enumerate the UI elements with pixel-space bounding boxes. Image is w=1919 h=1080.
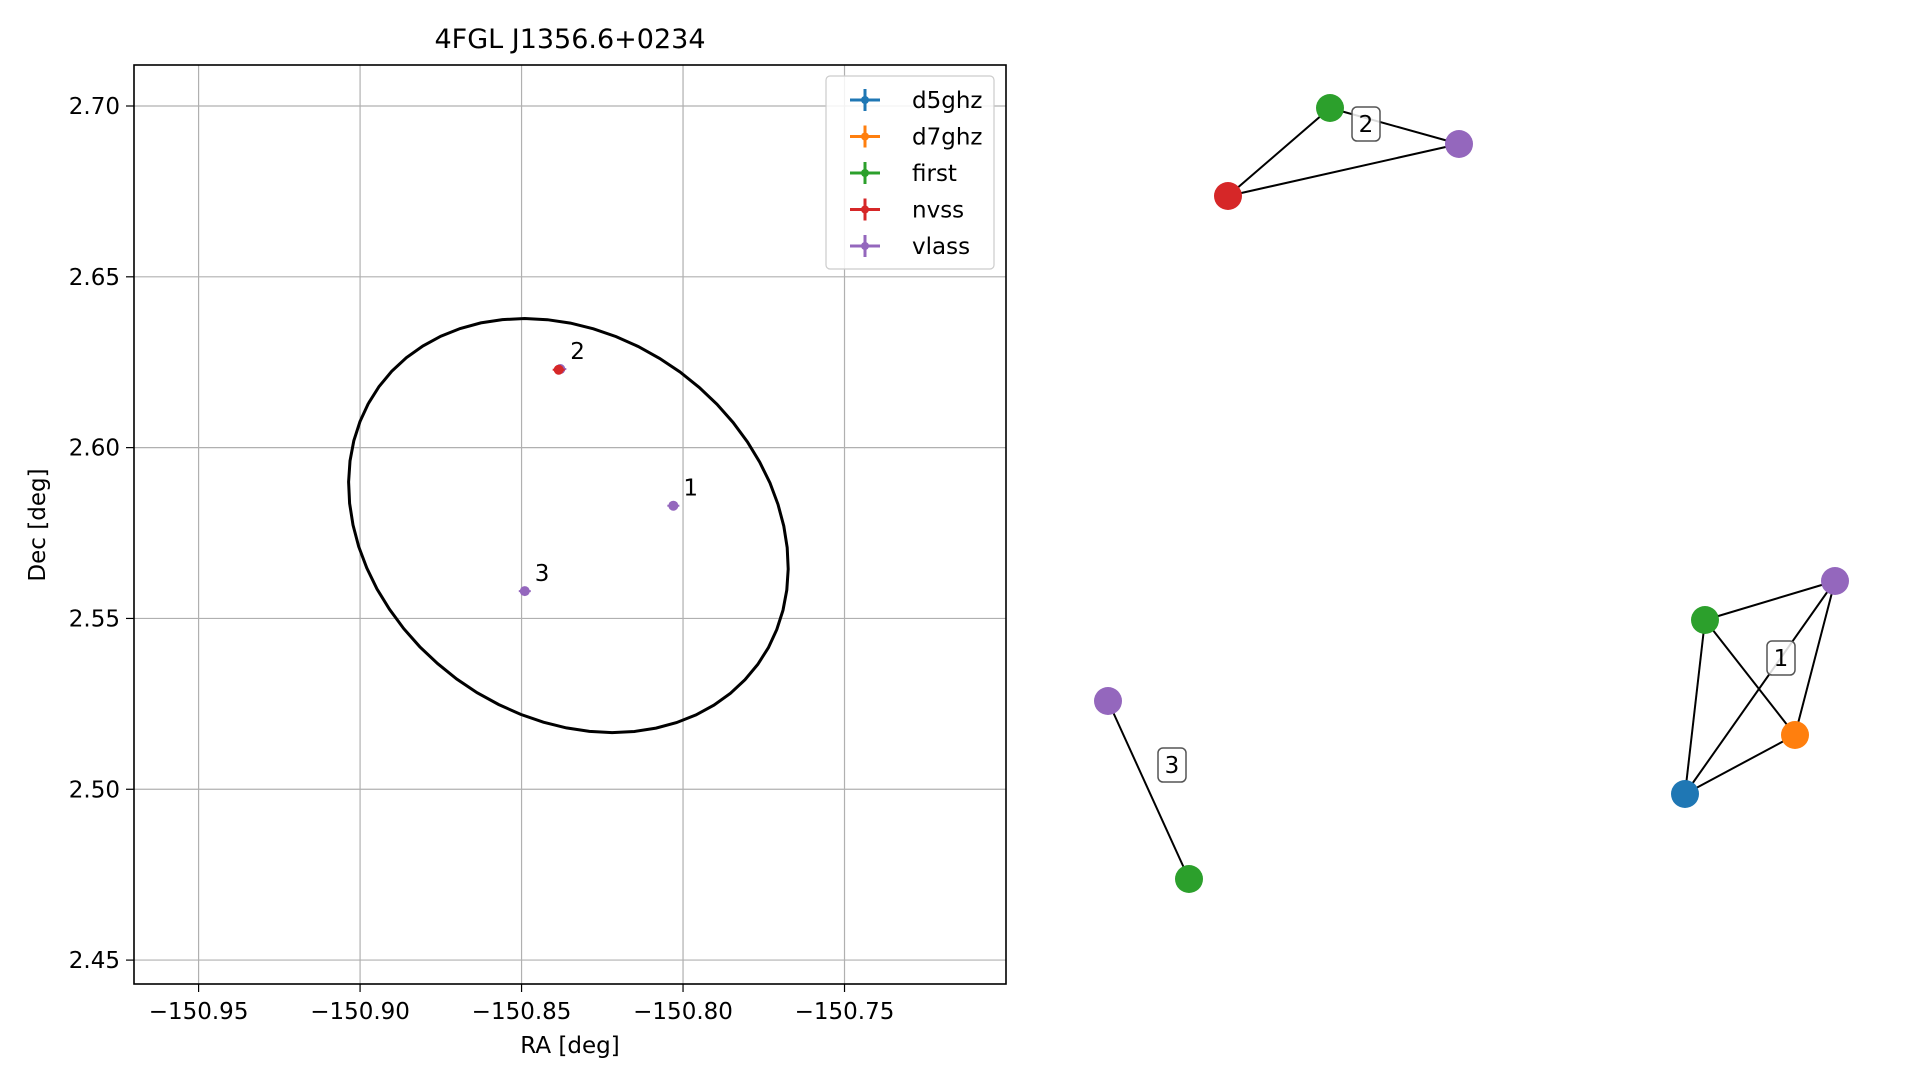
y-tick-label: 2.55 [69, 606, 120, 632]
y-tick-label: 2.50 [69, 777, 120, 803]
source-label: 2 [570, 339, 585, 365]
group-label-box [1766, 640, 1796, 676]
x-tick-label: −150.90 [310, 999, 410, 1025]
network-edge [1107, 700, 1190, 880]
source-point [668, 500, 679, 511]
y-tick-label: 2.65 [69, 265, 120, 291]
network-node [1821, 567, 1849, 595]
network-group-labels: 2 1 3 [1157, 106, 1796, 783]
network-edge [1704, 580, 1836, 621]
chart-title: 4FGL J1356.6+0234 [434, 24, 705, 55]
network-edges [1107, 107, 1836, 880]
x-tick-label: −150.85 [472, 999, 572, 1025]
plot-frame [133, 64, 1007, 985]
network-edge [1704, 619, 1796, 736]
source-point [553, 364, 564, 375]
y-tick-label: 2.70 [69, 94, 120, 120]
network-node [1445, 130, 1473, 158]
network-edge [1684, 619, 1706, 795]
x-tick-label: −150.95 [149, 999, 249, 1025]
source-label: 3 [535, 561, 550, 587]
legend-marker [861, 205, 869, 214]
y-axis-label: Dec [deg] [25, 468, 51, 581]
network-panel: 2 1 3 [1094, 94, 1849, 893]
data-layer: 1 2 3 [347, 316, 790, 735]
legend-marker [861, 242, 869, 250]
axis-ticks: −150.95 −150.90 −150.85 −150.80 −150.75 2.45 2… [69, 94, 895, 1025]
legend-label: first [912, 161, 957, 187]
legend-label: d7ghz [912, 125, 982, 151]
network-edge [1329, 107, 1460, 145]
legend-box [825, 75, 995, 270]
legend-label: d5ghz [912, 88, 982, 114]
legend: d5ghz d7ghz first nvss vlass [825, 75, 995, 270]
group-label: 2 [1359, 112, 1374, 138]
y-tick-label: 2.45 [69, 948, 120, 974]
grid [134, 65, 1006, 984]
x-tick-label: −150.75 [795, 999, 895, 1025]
network-node [1671, 780, 1699, 808]
source-label: 1 [683, 476, 698, 502]
legend-label: vlass [912, 234, 970, 260]
network-edge [1794, 580, 1836, 736]
legend-marker [861, 169, 869, 177]
network-edge [1227, 107, 1331, 197]
network-edge [1684, 580, 1836, 795]
legend-entries: d5ghz d7ghz first nvss vlass [850, 88, 982, 260]
network-edge [1227, 143, 1460, 197]
x-tick-label: −150.80 [633, 999, 733, 1025]
group-label-box [1157, 747, 1187, 783]
legend-marker [861, 96, 869, 104]
y-tick-label: 2.60 [69, 436, 120, 462]
scatter-panel: 1 2 3 −150.95 −150.90 −150.85 −150.80 −150.75 2… [25, 24, 1007, 1059]
network-edge [1684, 734, 1796, 795]
group-label: 1 [1774, 646, 1789, 672]
network-node [1094, 687, 1122, 715]
source-point [519, 586, 530, 597]
network-node [1781, 721, 1809, 749]
network-node [1691, 606, 1719, 634]
error-ellipse [347, 316, 790, 735]
network-node [1175, 865, 1203, 893]
network-node [1214, 182, 1242, 210]
legend-marker [861, 132, 869, 141]
group-label-box [1351, 106, 1381, 142]
network-nodes [1094, 94, 1849, 893]
x-axis-label: RA [deg] [520, 1033, 619, 1059]
network-node [1316, 94, 1344, 122]
group-label: 3 [1165, 753, 1180, 779]
legend-label: nvss [912, 198, 964, 224]
